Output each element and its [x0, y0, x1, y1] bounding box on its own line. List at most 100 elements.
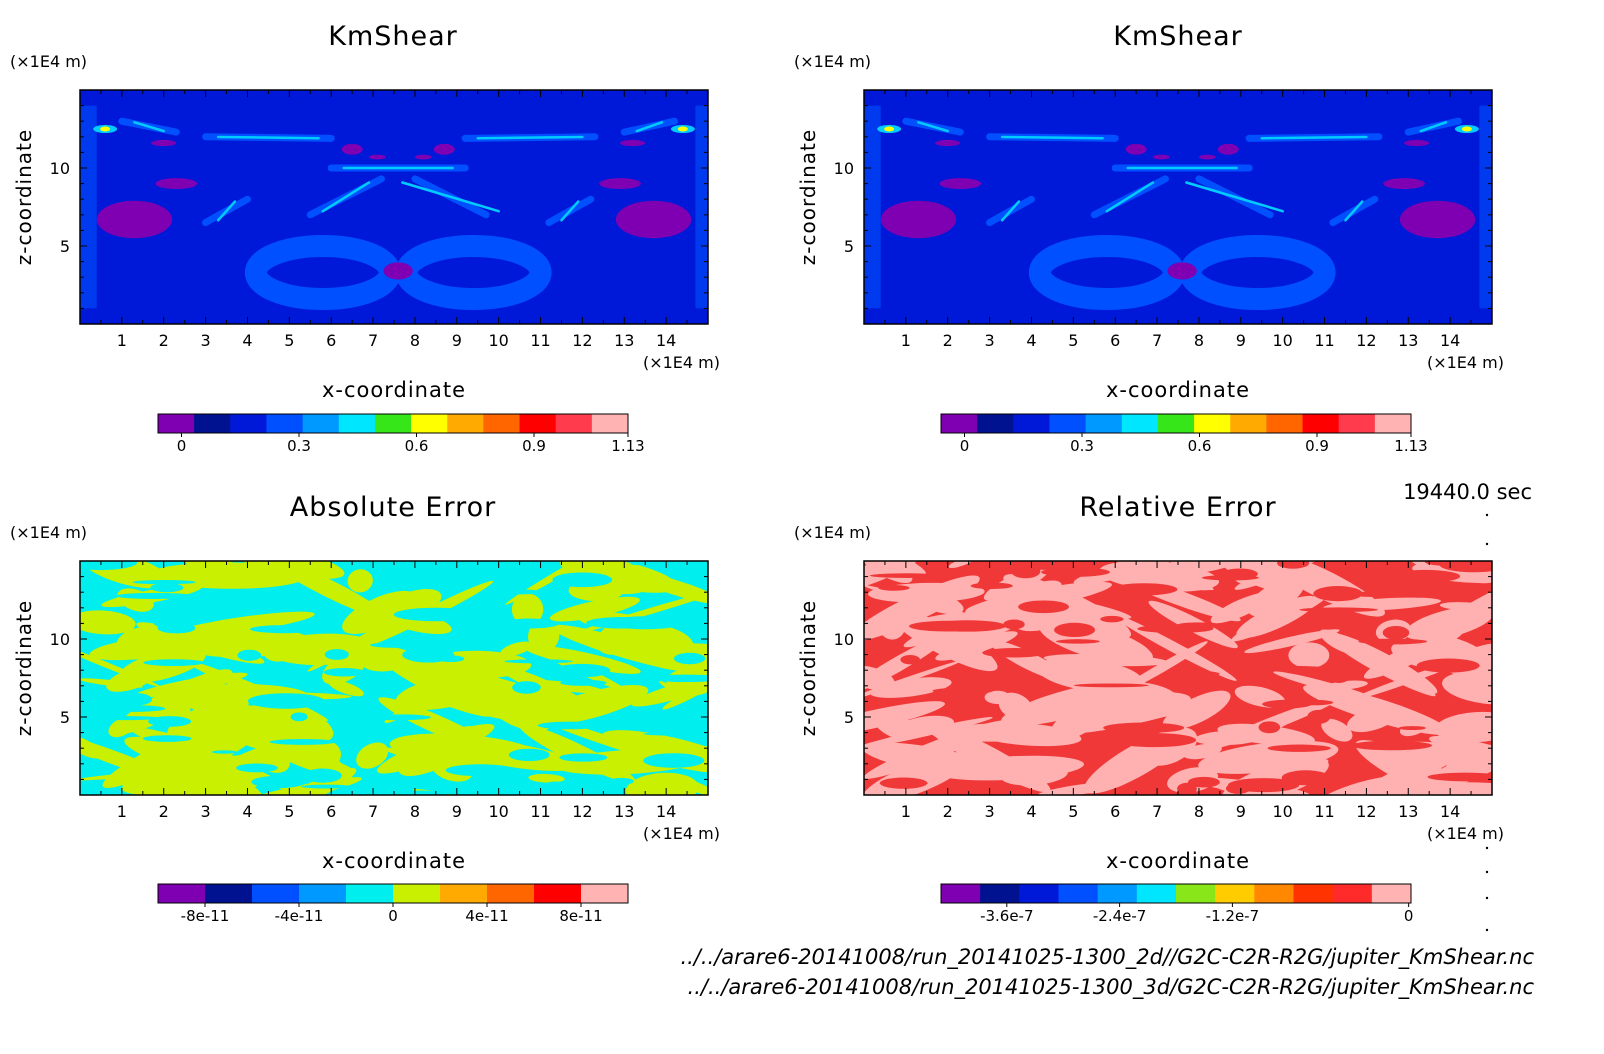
x-tick-label: 11: [1314, 331, 1334, 350]
error-region-inner: [339, 724, 381, 735]
error-region-inner: [1175, 622, 1222, 629]
edge-dot: [1485, 896, 1489, 900]
error-region-inner: [499, 618, 559, 629]
x-tick-label: 12: [1356, 331, 1376, 350]
colorbar-tick-label: -8e-11: [181, 907, 230, 925]
error-region: [243, 731, 343, 767]
error-region-inner: [1221, 568, 1258, 580]
peak-core: [100, 126, 111, 132]
error-region-inner: [508, 748, 550, 762]
error-region-inner: [553, 663, 611, 678]
error-region-inner: [247, 693, 325, 709]
colorbar-swatch: [1374, 414, 1412, 433]
error-region: [1043, 653, 1169, 667]
x-tick-label: 4: [1026, 331, 1036, 350]
edge-dot: [1485, 846, 1489, 850]
colorbar-swatch: [252, 884, 300, 903]
x-tick-label: 5: [1068, 802, 1078, 821]
colorbar-swatch: [1332, 884, 1373, 903]
error-region-inner: [869, 573, 945, 578]
colorbar-swatch: [1302, 414, 1340, 433]
colorbar-frame: [157, 413, 629, 434]
x-tick-label: 8: [1194, 331, 1204, 350]
y-axis-label: z-coordinate: [12, 600, 36, 736]
error-region-inner: [929, 620, 1006, 632]
error-region-inner: [599, 720, 636, 727]
colorbar-tick-label: 0: [177, 437, 187, 455]
error-region-inner: [445, 764, 516, 777]
error-region: [1288, 642, 1330, 669]
colorbar-swatch: [1266, 414, 1304, 433]
colorbar-swatch: [1019, 884, 1059, 903]
error-region-inner: [1427, 772, 1492, 782]
error-region-inner: [643, 753, 705, 768]
error-region: [1213, 561, 1296, 593]
shear-blob: [368, 154, 386, 160]
error-region-inner: [300, 784, 353, 789]
error-region: [869, 677, 952, 698]
error-region: [595, 623, 640, 655]
error-region: [529, 680, 604, 694]
x-axis-label: x-coordinate: [322, 378, 466, 402]
colorbar-swatch: [591, 414, 629, 433]
error-region: [1321, 718, 1353, 742]
error-region-inner: [900, 655, 921, 665]
x-tick-label: 11: [1314, 802, 1334, 821]
plot-area: [864, 90, 1492, 324]
error-region-inner: [370, 642, 422, 648]
colorbar-swatch: [1013, 414, 1050, 433]
colorbar-swatch: [581, 884, 629, 903]
x-tick-label: 7: [1152, 331, 1162, 350]
error-region-inner: [1023, 643, 1061, 656]
x-tick-label: 9: [1236, 802, 1246, 821]
error-region-inner: [970, 582, 1013, 590]
colorbar-swatch: [1194, 414, 1231, 433]
error-region-inner: [1110, 583, 1178, 596]
colorbar-frame: [940, 883, 1412, 904]
shear-streak-core: [476, 135, 584, 140]
peak-core: [1461, 126, 1472, 132]
x-axis-unit: (×1E4 m): [1427, 824, 1504, 843]
error-region: [116, 626, 172, 659]
colorbar-tick-label: 0.3: [1070, 437, 1094, 455]
shear-blob: [1404, 139, 1430, 147]
colorbar-swatch: [447, 414, 484, 433]
x-tick-label: 9: [452, 331, 462, 350]
error-region: [864, 660, 963, 703]
x-tick-label: 6: [326, 802, 336, 821]
error-region-inner: [1258, 721, 1281, 734]
colorbar: -8e-11 -4e-11 0 4e-11 8e-11: [157, 883, 629, 925]
x-tick-label: 14: [656, 802, 676, 821]
colorbar-tick-label: 0.9: [522, 437, 546, 455]
error-region-inner: [646, 674, 708, 683]
colorbar-swatch: [338, 414, 376, 433]
shear-streak-core: [216, 200, 237, 222]
colorbar-frame: [940, 413, 1412, 434]
error-region-inner: [402, 647, 455, 663]
y-tick-label: 5: [844, 237, 854, 256]
colorbar: -3.6e-7 -2.4e-7 -1.2e-7 0: [940, 883, 1413, 925]
error-region: [1396, 751, 1475, 763]
x-tick-label: 2: [943, 802, 953, 821]
error-region-inner: [1003, 619, 1025, 630]
colorbar-swatch: [1176, 884, 1216, 903]
colorbar-tick-label: 0: [388, 907, 398, 925]
error-region-inner: [237, 649, 262, 661]
x-tick-label: 5: [1068, 331, 1078, 350]
error-region: [511, 593, 544, 626]
error-region-inner: [433, 561, 477, 570]
colorbar-swatch: [266, 414, 304, 433]
x-tick-label: 10: [488, 802, 508, 821]
error-region: [1231, 593, 1328, 642]
x-tick-label: 1: [117, 802, 127, 821]
x-tick-label: 5: [284, 331, 294, 350]
error-region: [216, 746, 268, 772]
colorbar-swatch: [487, 884, 535, 903]
x-tick-label: 14: [1440, 802, 1460, 821]
colorbar-tick-label: 0.3: [287, 437, 311, 455]
x-axis-label: x-coordinate: [1106, 378, 1250, 402]
error-region-inner: [1187, 776, 1220, 788]
y-tick-label: 10: [50, 630, 70, 649]
x-tick-label: 6: [1110, 802, 1120, 821]
colorbar-tick-label: 8e-11: [559, 907, 602, 925]
